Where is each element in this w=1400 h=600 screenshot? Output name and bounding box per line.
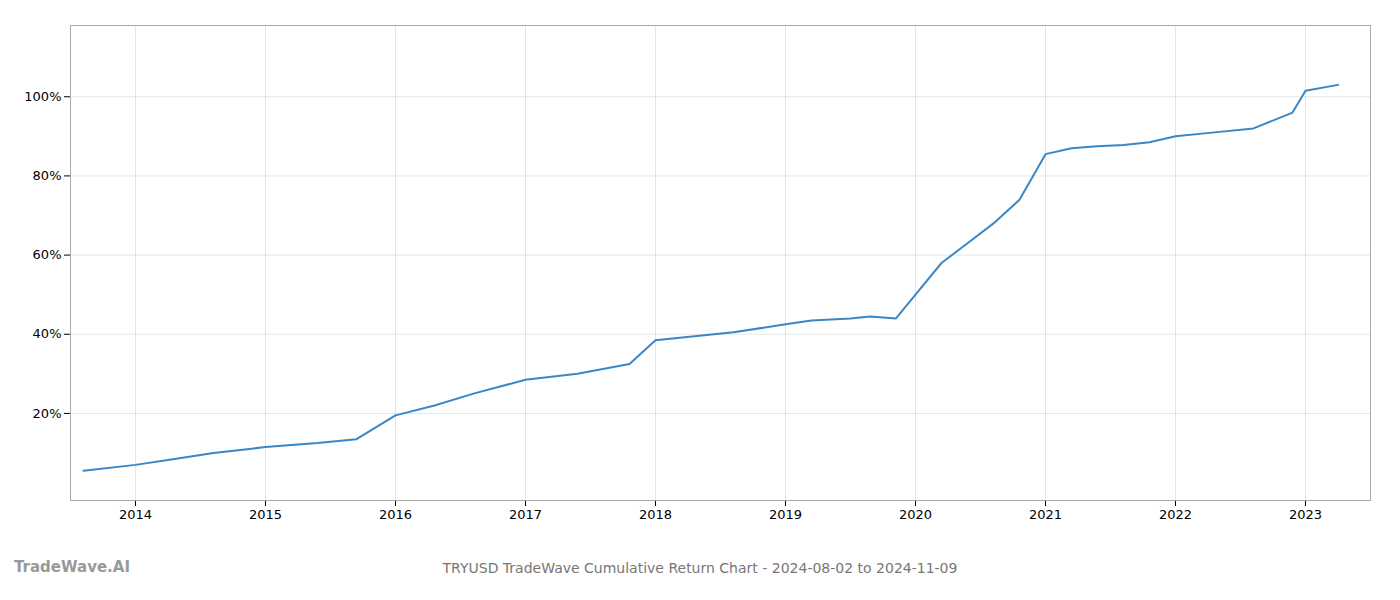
svg-text:2014: 2014	[119, 507, 152, 522]
svg-text:2019: 2019	[769, 507, 802, 522]
svg-text:2023: 2023	[1289, 507, 1322, 522]
svg-text:2016: 2016	[379, 507, 412, 522]
svg-text:20%: 20%	[33, 406, 62, 421]
html-text:TradeWave.AI: TradeWave.AI	[14, 558, 130, 576]
svg-text:100%: 100%	[24, 89, 61, 104]
svg-text:2018: 2018	[639, 507, 672, 522]
svg-text:40%: 40%	[33, 326, 62, 341]
svg-text:2020: 2020	[899, 507, 932, 522]
html-text:TRYUSD TradeWave Cumulative Re: TRYUSD TradeWave Cumulative Return Chart…	[442, 560, 958, 576]
svg-text:60%: 60%	[33, 247, 62, 262]
svg-text:80%: 80%	[33, 168, 62, 183]
svg-text:2021: 2021	[1029, 507, 1062, 522]
svg-text:2017: 2017	[509, 507, 542, 522]
svg-text:2022: 2022	[1159, 507, 1192, 522]
svg-text:2015: 2015	[249, 507, 282, 522]
